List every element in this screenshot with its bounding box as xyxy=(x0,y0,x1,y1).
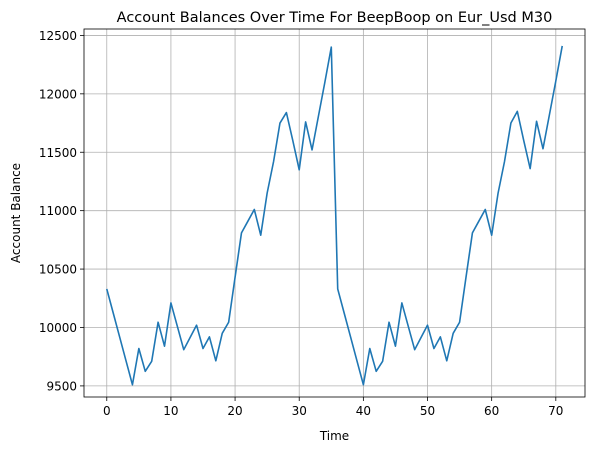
x-tick-label: 60 xyxy=(484,404,499,418)
y-tick-label: 12500 xyxy=(39,29,77,43)
grid xyxy=(84,29,585,397)
x-tick-label: 50 xyxy=(420,404,435,418)
x-tick-label: 30 xyxy=(292,404,307,418)
ticks: 0 10 20 30 40 50 60 70 9500 10000 10500 11000 11500 1… xyxy=(39,29,564,418)
series-line xyxy=(105,45,564,386)
chart-title: Account Balances Over Time For BeepBoop … xyxy=(117,10,553,26)
x-axis-label: Time xyxy=(319,429,349,443)
y-tick-label: 11500 xyxy=(39,146,77,160)
x-tick-label: 10 xyxy=(163,404,178,418)
y-tick-label: 10000 xyxy=(39,321,77,335)
x-tick-label: 20 xyxy=(227,404,242,418)
x-tick-label: 40 xyxy=(356,404,371,418)
y-tick-label: 9500 xyxy=(46,379,77,393)
y-tick-label: 11000 xyxy=(39,204,77,218)
x-tick-label: 0 xyxy=(103,404,111,418)
y-tick-label: 10500 xyxy=(39,263,77,277)
y-tick-label: 12000 xyxy=(39,87,77,101)
plot-frame xyxy=(83,28,586,398)
y-axis-label: Account Balance xyxy=(9,163,23,263)
x-tick-label: 70 xyxy=(548,404,563,418)
